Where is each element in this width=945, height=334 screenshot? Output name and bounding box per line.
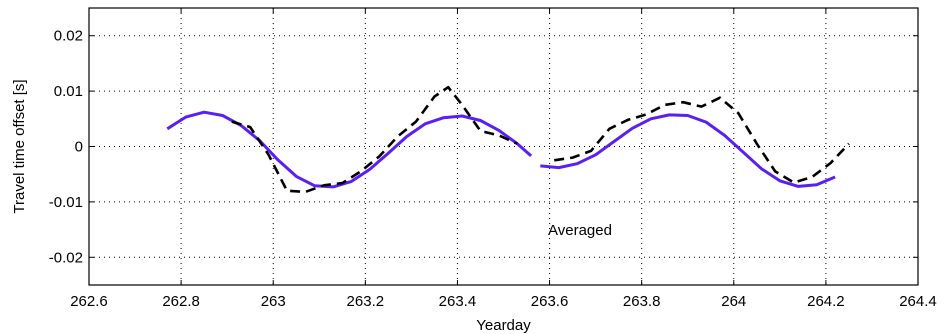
annotation-label: Averaged (548, 222, 612, 239)
x-tick-label: 264.2 (807, 293, 845, 310)
x-tick-label: 263.4 (439, 293, 477, 310)
dashed-series-line (554, 96, 850, 184)
x-tick-label: 262.6 (70, 293, 108, 310)
y-axis-label: Travel time offset [s] (11, 79, 28, 213)
x-tick-label: 263.6 (531, 293, 569, 310)
y-tick-label: 0 (75, 139, 83, 156)
y-tick-label: -0.02 (49, 249, 83, 266)
x-tick-label: 263 (261, 293, 286, 310)
x-tick-label: 264.4 (899, 293, 937, 310)
x-tick-label: 263.2 (347, 293, 385, 310)
y-tick-label: 0.01 (54, 83, 83, 100)
plot-frame (88, 7, 919, 286)
dashed-series-line (231, 85, 518, 194)
x-tick-label: 262.8 (162, 293, 200, 310)
solid-series-line (540, 113, 836, 188)
y-tick-label: 0.02 (54, 28, 83, 45)
x-tick-label: 263.8 (623, 293, 661, 310)
solid-series-line (166, 110, 533, 189)
x-tick-label: 264 (721, 293, 746, 310)
ticks: 262.6 262.8 263 263.2 263.4 263.6 263.8 264 264.… (49, 8, 937, 310)
y-tick-label: -0.01 (49, 194, 83, 211)
grid (89, 8, 918, 285)
x-axis-label: Yearday (476, 317, 531, 334)
series-layer (166, 85, 850, 194)
